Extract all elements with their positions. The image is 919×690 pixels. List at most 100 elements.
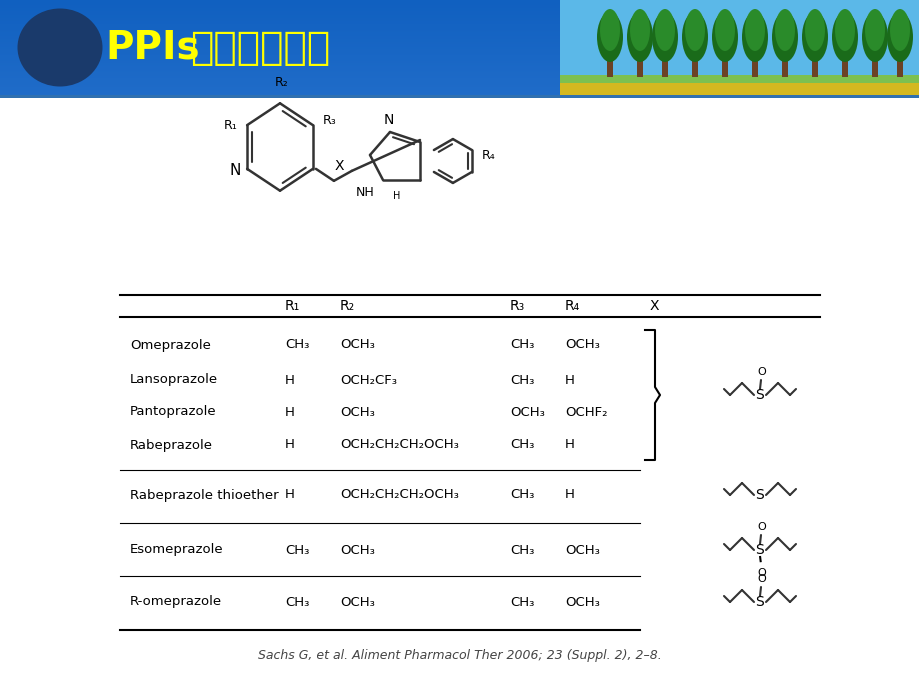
Bar (0, 16, 919, 17)
Bar (0, 83, 919, 84)
Text: NH: NH (356, 186, 375, 199)
Text: R₁: R₁ (285, 299, 300, 313)
Bar (0, 24, 919, 25)
Bar (0, 29, 919, 30)
Bar (0, 28, 919, 29)
Bar (0, 13, 919, 14)
Bar (0, 14, 919, 15)
Text: S: S (754, 543, 764, 557)
Bar (0, 15, 919, 16)
Bar (0, 61, 919, 62)
Text: N: N (230, 164, 241, 178)
Bar (0, 43, 919, 44)
Bar (0, 77, 919, 78)
Text: O: O (757, 568, 766, 578)
Bar (0, 56, 919, 57)
Text: H: H (285, 373, 295, 386)
Bar (0, 89, 919, 90)
Bar (0, 86, 919, 87)
Bar (0, 57, 919, 58)
Bar (0, 81, 919, 82)
Bar (0, 33, 919, 34)
Bar (0, 17, 919, 18)
Text: R₁: R₁ (223, 119, 237, 132)
Bar (0, 60, 919, 61)
Text: CH₃: CH₃ (509, 373, 534, 386)
Text: R₂: R₂ (340, 299, 355, 313)
Bar (0, 55, 919, 56)
Bar (0, 5, 919, 6)
Bar (0, 95, 919, 98)
Bar (0, 3, 919, 4)
Text: Sachs G, et al. Aliment Pharmacol Ther 2006; 23 (Suppl. 2), 2–8.: Sachs G, et al. Aliment Pharmacol Ther 2… (258, 649, 661, 662)
Text: CH₃: CH₃ (509, 439, 534, 451)
Bar (0, 54, 919, 55)
Bar (0, 35, 919, 36)
Bar (0, 68, 919, 69)
Text: OCH₃: OCH₃ (340, 595, 374, 609)
Ellipse shape (630, 9, 650, 51)
Bar (0, 48, 919, 49)
Bar (896, 49, 902, 77)
Bar (0, 0, 919, 95)
Bar (0, 74, 919, 75)
Ellipse shape (834, 9, 854, 51)
Bar (0, 93, 919, 94)
Bar (0, 53, 919, 54)
Text: CH₃: CH₃ (509, 339, 534, 351)
Bar (0, 1, 919, 2)
Text: OCH₃: OCH₃ (564, 339, 599, 351)
Ellipse shape (864, 9, 884, 51)
Text: R₃: R₃ (509, 299, 525, 313)
Bar (0, 76, 919, 77)
Bar (607, 49, 612, 77)
Bar (0, 82, 919, 83)
Ellipse shape (685, 9, 704, 51)
Ellipse shape (599, 9, 619, 51)
Bar (560, 75, 919, 95)
Text: OCH₃: OCH₃ (509, 406, 544, 419)
Text: Lansoprazole: Lansoprazole (130, 373, 218, 386)
Bar (0, 64, 919, 65)
Text: CH₃: CH₃ (285, 544, 309, 557)
Bar (636, 49, 642, 77)
Bar (0, 52, 919, 53)
Text: Esomeprazole: Esomeprazole (130, 544, 223, 557)
Bar (811, 49, 817, 77)
Text: X: X (334, 159, 344, 173)
Ellipse shape (861, 12, 887, 62)
Text: S: S (754, 388, 764, 402)
Bar (0, 50, 919, 51)
Bar (0, 45, 919, 46)
Text: Omeprazole: Omeprazole (130, 339, 210, 351)
Text: S: S (754, 595, 764, 609)
Text: 化学结构特点: 化学结构特点 (190, 28, 330, 66)
Ellipse shape (654, 9, 675, 51)
Bar (0, 46, 919, 47)
Text: N: N (383, 113, 393, 127)
Bar (0, 34, 919, 35)
Bar (0, 20, 919, 21)
Text: OCH₂CH₂CH₂OCH₃: OCH₂CH₂CH₂OCH₃ (340, 489, 459, 502)
Bar (0, 67, 919, 68)
Bar (0, 79, 919, 80)
Bar (0, 21, 919, 22)
Bar (0, 59, 919, 60)
Ellipse shape (801, 12, 827, 62)
Text: CH₃: CH₃ (509, 595, 534, 609)
Text: H: H (392, 191, 400, 201)
Bar (0, 44, 919, 45)
Ellipse shape (17, 8, 102, 86)
Bar (0, 10, 919, 11)
Text: H: H (564, 439, 574, 451)
Text: PPIs: PPIs (105, 28, 199, 66)
Bar (871, 49, 877, 77)
Ellipse shape (652, 12, 677, 62)
Bar (0, 30, 919, 31)
Text: R₄: R₄ (482, 148, 495, 161)
Bar (0, 51, 919, 52)
Bar (0, 69, 919, 70)
Ellipse shape (714, 9, 734, 51)
Ellipse shape (711, 12, 737, 62)
Bar (0, 49, 919, 50)
